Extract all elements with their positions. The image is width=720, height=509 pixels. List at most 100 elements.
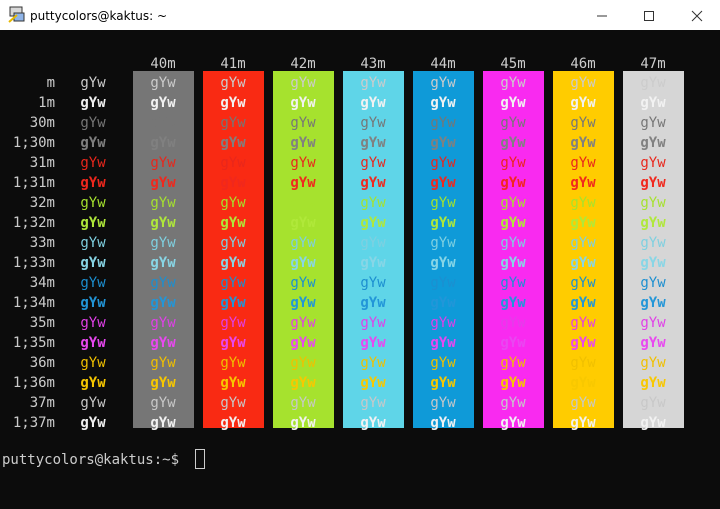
color-sample: gYw	[500, 195, 526, 211]
color-sample: gYw	[360, 75, 386, 91]
color-sample: gYw	[640, 255, 666, 271]
color-sample: gYw	[640, 175, 666, 191]
color-sample: gYw	[570, 95, 596, 111]
color-sample: gYw	[80, 215, 106, 231]
color-sample: gYw	[360, 135, 386, 151]
color-sample: gYw	[430, 415, 456, 431]
color-sample: gYw	[430, 75, 456, 91]
color-sample: gYw	[290, 275, 316, 291]
bg-column	[203, 71, 264, 428]
color-sample: gYw	[360, 295, 386, 311]
color-sample: gYw	[360, 195, 386, 211]
bg-column	[553, 71, 614, 428]
color-sample: gYw	[430, 175, 456, 191]
row-label: 31m	[30, 155, 55, 171]
color-sample: gYw	[220, 135, 246, 151]
color-sample: gYw	[360, 175, 386, 191]
color-sample: gYw	[430, 195, 456, 211]
cursor	[195, 449, 205, 469]
color-sample: gYw	[80, 415, 106, 431]
color-sample: gYw	[290, 195, 316, 211]
color-sample: gYw	[430, 295, 456, 311]
color-sample: gYw	[430, 375, 456, 391]
color-sample: gYw	[640, 395, 666, 411]
color-sample: gYw	[430, 95, 456, 111]
window-title: puttycolors@kaktus: ~	[30, 9, 167, 23]
color-sample: gYw	[570, 295, 596, 311]
color-sample: gYw	[220, 155, 246, 171]
color-sample: gYw	[80, 75, 106, 91]
color-sample: gYw	[430, 255, 456, 271]
color-sample: gYw	[570, 175, 596, 191]
color-sample: gYw	[500, 235, 526, 251]
bg-header: 42m	[290, 56, 315, 72]
row-label: 30m	[30, 115, 55, 131]
prompt: puttycolors@kaktus:~$	[2, 452, 179, 468]
color-sample: gYw	[430, 135, 456, 151]
row-label: 1m	[38, 95, 55, 111]
color-sample: gYw	[290, 235, 316, 251]
bg-column	[133, 71, 194, 428]
color-sample: gYw	[80, 355, 106, 371]
color-sample: gYw	[360, 115, 386, 131]
close-button[interactable]	[691, 10, 703, 22]
bg-column	[483, 71, 544, 428]
color-sample: gYw	[500, 75, 526, 91]
color-sample: gYw	[290, 155, 316, 171]
color-sample: gYw	[150, 135, 176, 151]
color-sample: gYw	[570, 75, 596, 91]
color-sample: gYw	[640, 335, 666, 351]
color-sample: gYw	[150, 315, 176, 331]
color-sample: gYw	[640, 155, 666, 171]
color-sample: gYw	[150, 415, 176, 431]
color-sample: gYw	[150, 355, 176, 371]
row-label: 1;37m	[13, 415, 55, 431]
color-sample: gYw	[640, 295, 666, 311]
color-sample: gYw	[640, 115, 666, 131]
color-sample: gYw	[150, 235, 176, 251]
color-sample: gYw	[430, 355, 456, 371]
bg-header: 40m	[150, 56, 175, 72]
color-sample: gYw	[290, 415, 316, 431]
color-sample: gYw	[500, 295, 526, 311]
color-sample: gYw	[500, 255, 526, 271]
color-sample: gYw	[430, 215, 456, 231]
row-label: 34m	[30, 275, 55, 291]
color-sample: gYw	[290, 175, 316, 191]
row-label: 1;30m	[13, 135, 55, 151]
color-sample: gYw	[220, 355, 246, 371]
maximize-button[interactable]	[644, 11, 654, 21]
bg-column	[343, 71, 404, 428]
color-sample: gYw	[290, 95, 316, 111]
color-sample: gYw	[500, 375, 526, 391]
color-sample: gYw	[220, 335, 246, 351]
bg-header: 47m	[640, 56, 665, 72]
color-sample: gYw	[430, 115, 456, 131]
color-sample: gYw	[290, 375, 316, 391]
color-sample: gYw	[360, 235, 386, 251]
color-sample: gYw	[570, 415, 596, 431]
color-sample: gYw	[500, 155, 526, 171]
color-sample: gYw	[570, 235, 596, 251]
bg-header: 43m	[360, 56, 385, 72]
color-sample: gYw	[500, 95, 526, 111]
color-sample: gYw	[430, 335, 456, 351]
color-sample: gYw	[290, 115, 316, 131]
color-sample: gYw	[360, 95, 386, 111]
color-sample: gYw	[290, 395, 316, 411]
color-sample: gYw	[640, 315, 666, 331]
color-sample: gYw	[570, 375, 596, 391]
color-sample: gYw	[80, 375, 106, 391]
color-sample: gYw	[80, 195, 106, 211]
row-label: m	[47, 75, 55, 91]
color-sample: gYw	[80, 255, 106, 271]
color-sample: gYw	[500, 115, 526, 131]
color-sample: gYw	[220, 255, 246, 271]
row-label: 1;36m	[13, 375, 55, 391]
bg-header: 46m	[570, 56, 595, 72]
color-sample: gYw	[640, 275, 666, 291]
color-sample: gYw	[150, 375, 176, 391]
color-sample: gYw	[150, 295, 176, 311]
color-sample: gYw	[220, 395, 246, 411]
